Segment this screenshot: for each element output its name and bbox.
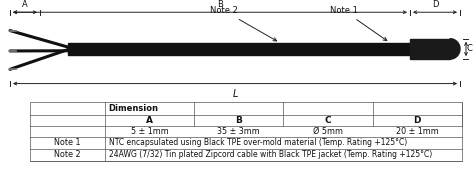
Text: Dimension: Dimension [108, 104, 158, 113]
Text: 20 ± 1mm: 20 ± 1mm [396, 127, 439, 136]
Text: Note 2: Note 2 [54, 151, 81, 159]
Text: C: C [325, 116, 331, 125]
FancyBboxPatch shape [68, 43, 410, 55]
Text: C: C [467, 44, 473, 54]
Text: Ø 5mm: Ø 5mm [313, 127, 343, 136]
Text: Note 1: Note 1 [54, 139, 81, 147]
Bar [410, 39, 450, 59]
Text: D: D [432, 0, 438, 9]
Text: 5 ± 1mm: 5 ± 1mm [131, 127, 168, 136]
Text: B: B [217, 0, 223, 9]
Text: Note 2: Note 2 [210, 6, 277, 41]
Text: NTC encapsulated using Black TPE over-mold material (Temp. Rating +125°C): NTC encapsulated using Black TPE over-mo… [109, 139, 407, 147]
Text: Note 1: Note 1 [330, 6, 387, 41]
Text: A: A [146, 116, 153, 125]
Text: D: D [414, 116, 421, 125]
Polygon shape [450, 39, 460, 59]
Bar [30, 102, 462, 161]
Text: L: L [232, 89, 237, 99]
Text: 35 ± 3mm: 35 ± 3mm [218, 127, 260, 136]
Text: A: A [22, 0, 28, 9]
Text: B: B [236, 116, 242, 125]
Text: 24AWG (7/32) Tin plated Zipcord cable with Black TPE jacket (Temp. Rating +125°C: 24AWG (7/32) Tin plated Zipcord cable wi… [109, 151, 432, 159]
